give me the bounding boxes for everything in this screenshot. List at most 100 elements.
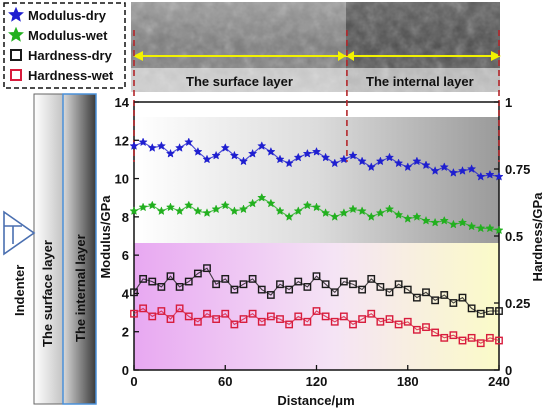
data-point [175, 283, 184, 291]
data-point [366, 162, 376, 172]
data-point [166, 272, 175, 281]
data-point [156, 141, 167, 150]
data-point [302, 148, 313, 158]
data-point [358, 315, 367, 323]
data-point [458, 293, 467, 302]
data-point [238, 156, 249, 166]
data-point [303, 283, 312, 291]
schematic-internal-layer [62, 93, 97, 405]
data-point [147, 143, 157, 152]
data-point [321, 280, 330, 289]
data-point [422, 288, 430, 297]
data-point [376, 283, 385, 291]
data-point [138, 137, 148, 147]
data-point [229, 206, 240, 216]
legend-label: Hardness-dry [28, 48, 113, 63]
data-point [320, 152, 331, 162]
data-point [476, 339, 485, 348]
data-point [412, 293, 421, 302]
y-tick-label: 12 [115, 133, 129, 148]
data-point [320, 208, 331, 217]
data-point [212, 315, 221, 323]
data-point [294, 277, 303, 286]
data-point [203, 264, 211, 273]
data-point [284, 212, 294, 221]
sem-image: The surface layer The internal layer [131, 2, 501, 92]
data-point [184, 312, 193, 321]
series-modulus-dry [129, 137, 504, 181]
data-point [230, 320, 239, 329]
data-point [440, 291, 449, 299]
data-point [130, 309, 138, 318]
data-point [457, 217, 468, 227]
data-point [394, 320, 403, 329]
y-axis-title: Modulus/GPa [98, 195, 113, 279]
data-point [495, 307, 503, 315]
data-point [184, 200, 194, 210]
data-point [485, 169, 495, 179]
data-point [293, 152, 303, 162]
data-point [294, 312, 303, 321]
data-point [339, 208, 349, 217]
data-point [431, 328, 440, 337]
data-point [148, 277, 157, 286]
data-point [193, 269, 202, 278]
x-tick-label: 0 [130, 374, 137, 389]
data-point [458, 336, 467, 345]
legend-label: Modulus-wet [28, 28, 108, 43]
data-point [229, 150, 240, 160]
data-point [157, 283, 166, 291]
data-point [303, 317, 312, 326]
data-point [376, 317, 385, 326]
data-point [157, 307, 166, 315]
data-point [311, 146, 322, 156]
data-point [485, 307, 494, 315]
data-point [348, 150, 358, 160]
schematic-surface-label: The surface layer [40, 240, 55, 347]
x-tick-label: 120 [306, 374, 328, 389]
background-gradient-band [134, 243, 499, 370]
legend-item-0: Modulus-dry [8, 6, 107, 23]
data-point [403, 285, 412, 294]
data-point [403, 162, 413, 172]
data-point [349, 320, 357, 329]
data-point [193, 206, 203, 216]
data-point [449, 331, 458, 340]
data-point [485, 223, 495, 233]
data-point [230, 285, 239, 294]
legend-item-1: Modulus-wet [8, 26, 108, 43]
data-point [330, 212, 340, 221]
data-point [148, 312, 157, 321]
data-point [375, 208, 386, 217]
data-point [130, 288, 138, 297]
data-point [147, 200, 157, 210]
data-point [257, 141, 267, 150]
legend-star-icon [8, 6, 24, 22]
data-point [266, 198, 276, 208]
x-tick-label: 180 [397, 374, 419, 389]
data-point [439, 215, 449, 225]
data-point [156, 206, 167, 216]
data-point [202, 154, 212, 164]
data-point [495, 336, 503, 345]
legend-label: Modulus-dry [28, 8, 107, 23]
data-point [266, 312, 275, 321]
data-point [139, 304, 148, 313]
data-point [467, 333, 476, 342]
data-point [139, 274, 148, 283]
data-point [357, 206, 367, 216]
series-hardness-wet [130, 304, 503, 348]
data-point [276, 315, 284, 323]
data-point [421, 160, 431, 170]
data-point [220, 200, 230, 210]
data-point [384, 152, 395, 162]
data-point [330, 158, 340, 168]
y2-tick-label: 1 [505, 95, 512, 110]
data-point [247, 198, 258, 208]
data-point [466, 164, 477, 173]
data-point [311, 202, 322, 212]
data-point [276, 280, 284, 289]
y-tick-label: 8 [122, 210, 129, 225]
data-point [385, 315, 394, 323]
